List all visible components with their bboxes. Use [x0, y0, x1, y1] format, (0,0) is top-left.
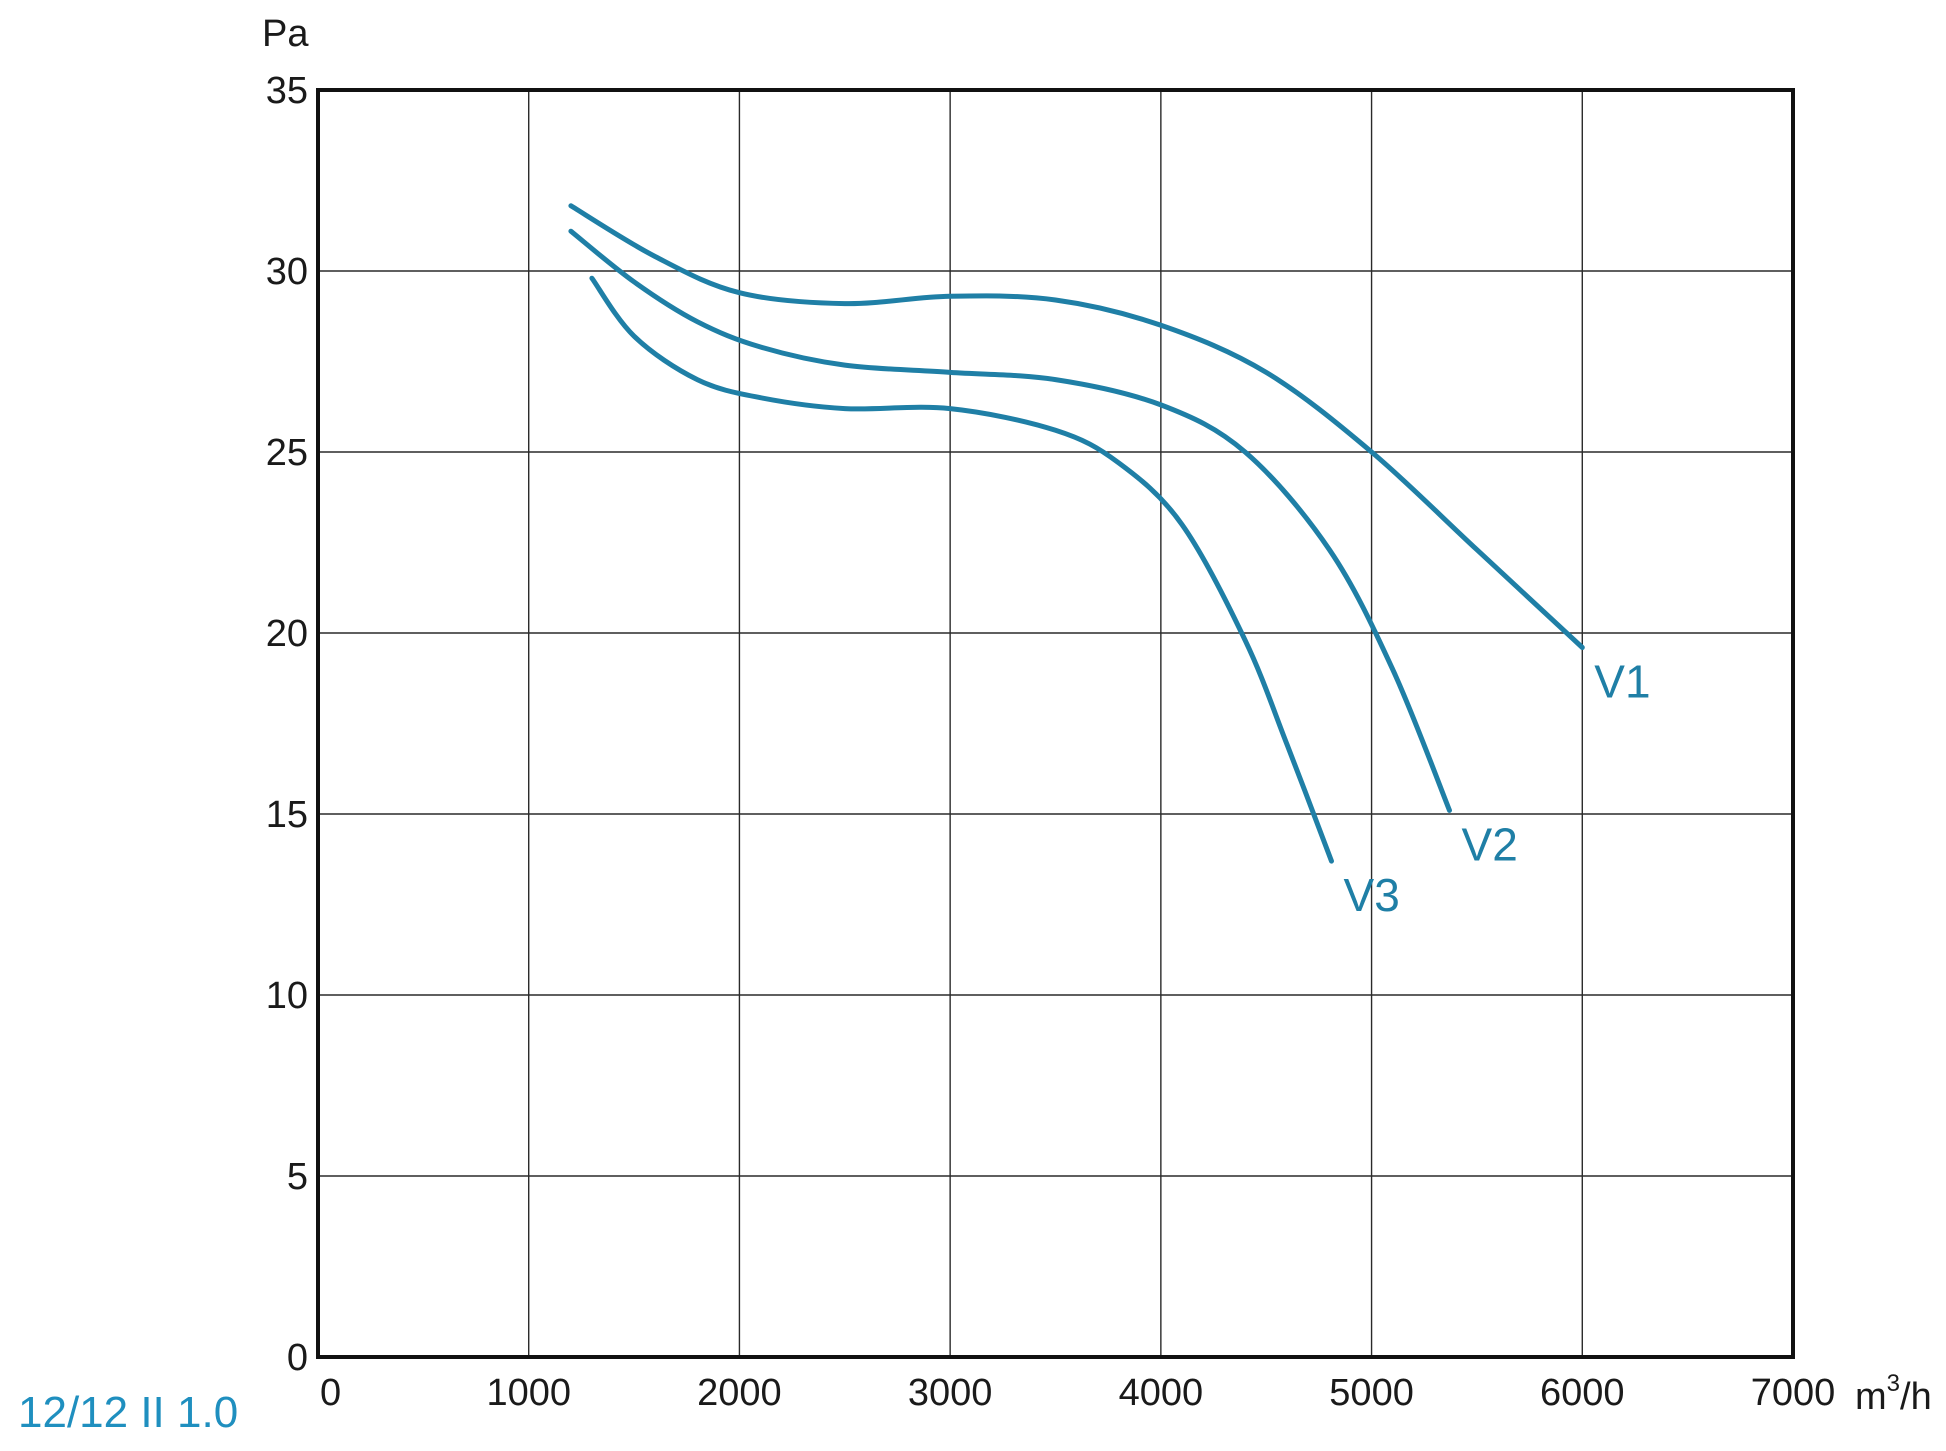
x-tick-label: 1000	[486, 1372, 571, 1414]
x-tick-label: 7000	[1751, 1372, 1836, 1414]
plot-frame	[316, 88, 1795, 1359]
y-tick-label: 30	[266, 251, 308, 293]
y-tick-label: 10	[266, 975, 308, 1017]
series-curve-v2	[568, 228, 1452, 813]
x-axis-label-tail: /h	[1900, 1376, 1932, 1418]
series-label-v3: V3	[1344, 869, 1400, 921]
y-tick-label: 5	[287, 1156, 308, 1198]
x-tick-label: 6000	[1540, 1372, 1625, 1414]
x-axis-label-sup: 3	[1887, 1370, 1900, 1397]
x-tick-label: 3000	[908, 1372, 993, 1414]
y-tick-label: 35	[266, 70, 308, 112]
model-caption: 12/12 II 1.0	[18, 1388, 239, 1437]
x-tick-label: 4000	[1119, 1372, 1204, 1414]
x-axis-label-base: m	[1855, 1376, 1887, 1418]
y-tick-label: 0	[287, 1337, 308, 1379]
x-tick-label: 5000	[1329, 1372, 1414, 1414]
series-label-v2: V2	[1462, 818, 1518, 870]
x-tick-label: 2000	[697, 1372, 782, 1414]
series-curve-v1	[568, 203, 1585, 650]
series-curves: V1 V2 V3	[568, 203, 1651, 921]
y-axis-label: Pa	[262, 13, 309, 55]
x-axis-label: m3/h	[1855, 1370, 1932, 1418]
x-tick-label: 0	[320, 1372, 341, 1414]
series-curve-v3	[589, 275, 1334, 864]
grid-lines	[317, 89, 1794, 1358]
series-label-v1: V1	[1594, 655, 1650, 707]
y-tick-label: 25	[266, 432, 308, 474]
tick-labels: 0 1000 2000 3000 4000 5000 6000 7000 0 5 10 15 20 25 3…	[266, 70, 1836, 1414]
y-tick-label: 20	[266, 613, 308, 655]
y-tick-label: 15	[266, 794, 308, 836]
